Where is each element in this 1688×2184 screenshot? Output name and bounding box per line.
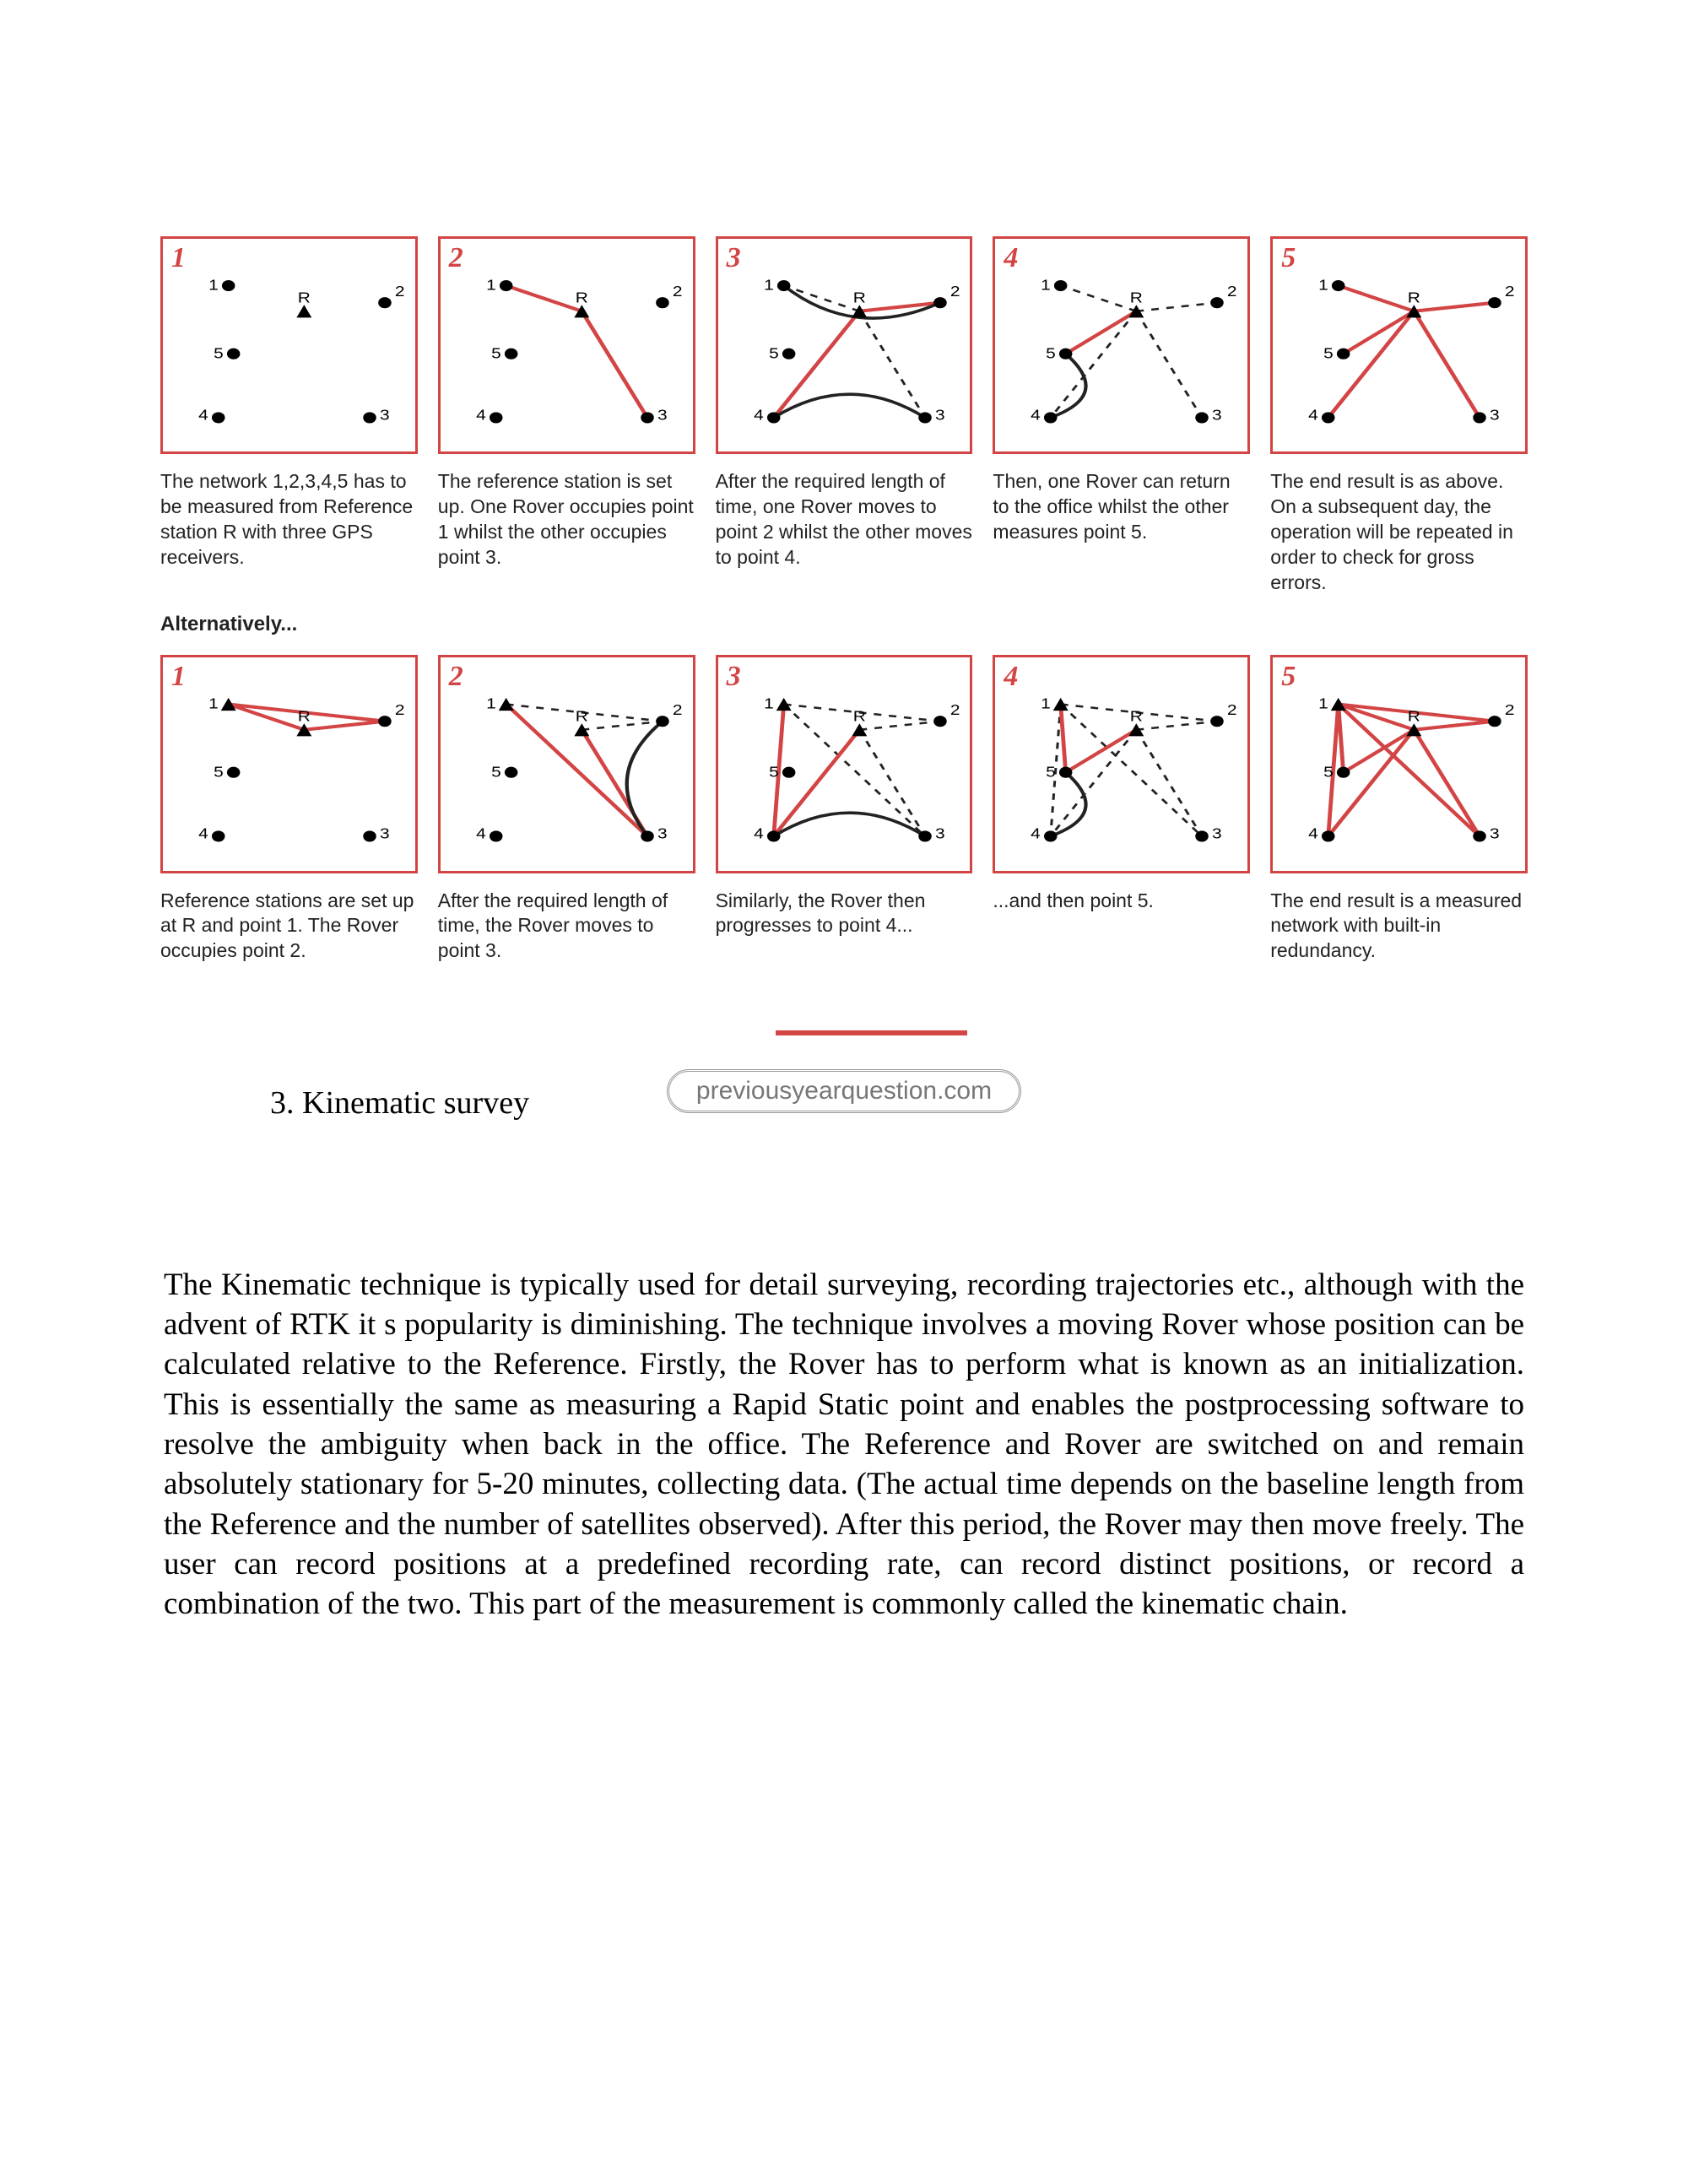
diagram-cell: 4 12345R ...and then point 5. (993, 655, 1250, 1014)
diagram-panel: 3 12345R (716, 236, 973, 454)
svg-text:4: 4 (1308, 407, 1318, 424)
svg-text:3: 3 (380, 407, 390, 424)
svg-text:5: 5 (1046, 764, 1056, 781)
panel-caption: The end result is as above. On a subsequ… (1270, 469, 1528, 596)
svg-text:4: 4 (198, 407, 208, 424)
panel-caption: Then, one Rover can return to the office… (993, 469, 1250, 596)
svg-text:5: 5 (769, 345, 779, 362)
svg-text:1: 1 (486, 695, 496, 712)
svg-text:3: 3 (1490, 825, 1500, 842)
diagram-cell: 5 12345R The end result is as above. On … (1270, 236, 1528, 596)
svg-text:1: 1 (1318, 277, 1328, 294)
svg-text:4: 4 (476, 825, 486, 842)
panel-caption: Similarly, the Rover then progresses to … (716, 889, 973, 1015)
panel-caption: The reference station is set up. One Rov… (438, 469, 695, 596)
svg-text:R: R (1408, 289, 1420, 306)
svg-text:3: 3 (657, 407, 668, 424)
svg-text:5: 5 (491, 345, 501, 362)
svg-text:4: 4 (1031, 825, 1041, 842)
svg-text:4: 4 (754, 825, 764, 842)
svg-text:5: 5 (1323, 764, 1334, 781)
svg-text:1: 1 (1041, 277, 1051, 294)
svg-text:3: 3 (1212, 407, 1222, 424)
diagram-panel: 2 12345R (438, 655, 695, 873)
svg-text:5: 5 (1323, 345, 1334, 362)
diagram-panel: 5 12345R (1270, 655, 1528, 873)
svg-text:1: 1 (486, 277, 496, 294)
svg-text:5: 5 (214, 764, 224, 781)
svg-text:2: 2 (1505, 284, 1515, 300)
svg-text:1: 1 (208, 277, 219, 294)
svg-text:2: 2 (395, 284, 405, 300)
panel-caption: The end result is a measured network wit… (1270, 889, 1528, 1015)
svg-text:4: 4 (476, 407, 486, 424)
diagram-panel: 3 12345R (716, 655, 973, 873)
svg-text:1: 1 (1041, 695, 1051, 712)
svg-text:R: R (576, 289, 588, 306)
svg-text:R: R (852, 708, 865, 725)
body-paragraph-text: The Kinematic technique is typically use… (164, 1268, 1524, 1622)
svg-text:1: 1 (208, 695, 219, 712)
panel-caption: ...and then point 5. (993, 889, 1250, 1015)
diagram-panel: 5 12345R (1270, 236, 1528, 454)
svg-text:3: 3 (935, 407, 945, 424)
svg-text:4: 4 (1031, 407, 1041, 424)
page: 1 1 2 3 4 5 R The network 1,2,3,4,5 has to be… (0, 0, 1688, 1878)
svg-text:3: 3 (1490, 407, 1500, 424)
svg-text:2: 2 (395, 702, 405, 719)
diagram-cell: 5 12345R The end result is a measured ne… (1270, 655, 1528, 1014)
svg-text:2: 2 (673, 702, 683, 719)
svg-text:2: 2 (1227, 284, 1237, 300)
diagram-panel: 4 12345R (993, 655, 1250, 873)
svg-text:R: R (1130, 289, 1143, 306)
svg-text:1: 1 (764, 277, 774, 294)
diagram-panel: 1 12345R (160, 655, 418, 873)
panel-caption: After the required length of time, one R… (716, 469, 973, 596)
diagram-grid: 1 1 2 3 4 5 R The network 1,2,3,4,5 has to be… (160, 236, 1528, 1035)
diagram-cell: 3 12345R Similarly, the Rover then progr… (716, 655, 973, 1014)
alternatively-label: Alternatively... (160, 613, 418, 636)
svg-text:1: 1 (764, 695, 774, 712)
svg-text:2: 2 (1505, 702, 1515, 719)
section-title-text: 3. Kinematic survey (270, 1085, 529, 1121)
panel-caption: After the required length of time, the R… (438, 889, 695, 1015)
watermark-text: previousyearquestion.com (696, 1077, 992, 1105)
diagram-cell: 1 12345R Reference stations are set up a… (160, 655, 418, 1014)
svg-text:2: 2 (950, 284, 960, 300)
diagram-panel: 2 12345R (438, 236, 695, 454)
svg-text:R: R (576, 708, 588, 725)
panel-caption: The network 1,2,3,4,5 has to be measured… (160, 469, 418, 596)
svg-text:2: 2 (950, 702, 960, 719)
body-paragraph: The Kinematic technique is typically use… (160, 1265, 1528, 1624)
svg-text:4: 4 (198, 825, 208, 842)
svg-text:2: 2 (673, 284, 683, 300)
diagram-cell: 2 12345R The reference station is set up… (438, 236, 695, 596)
svg-text:R: R (1408, 708, 1420, 725)
svg-text:3: 3 (657, 825, 668, 842)
svg-text:5: 5 (1046, 345, 1056, 362)
svg-text:4: 4 (754, 407, 764, 424)
diagram-cell: 4 12345R Then, one Rover can return to t… (993, 236, 1250, 596)
svg-text:5: 5 (491, 764, 501, 781)
diagram-panel: 1 12345R (160, 236, 418, 454)
svg-text:R: R (298, 289, 311, 306)
svg-text:3: 3 (935, 825, 945, 842)
diagram-cell: 1 12345R The network 1,2,3,4,5 has to be… (160, 236, 418, 596)
svg-text:3: 3 (380, 825, 390, 842)
svg-text:2: 2 (1227, 702, 1237, 719)
svg-text:R: R (1130, 708, 1143, 725)
diagram-cell: 3 12345R After the required length of ti… (716, 236, 973, 596)
svg-text:3: 3 (1212, 825, 1222, 842)
svg-text:R: R (298, 708, 311, 725)
svg-text:1: 1 (1318, 695, 1328, 712)
diagram-cell: 2 12345R After the required length of ti… (438, 655, 695, 1014)
divider-red (160, 1030, 1528, 1035)
svg-text:4: 4 (1308, 825, 1318, 842)
svg-text:R: R (852, 289, 865, 306)
panel-caption: Reference stations are set up at R and p… (160, 889, 418, 1015)
svg-text:5: 5 (214, 345, 224, 362)
svg-text:5: 5 (769, 764, 779, 781)
diagram-panel: 4 12345R (993, 236, 1250, 454)
